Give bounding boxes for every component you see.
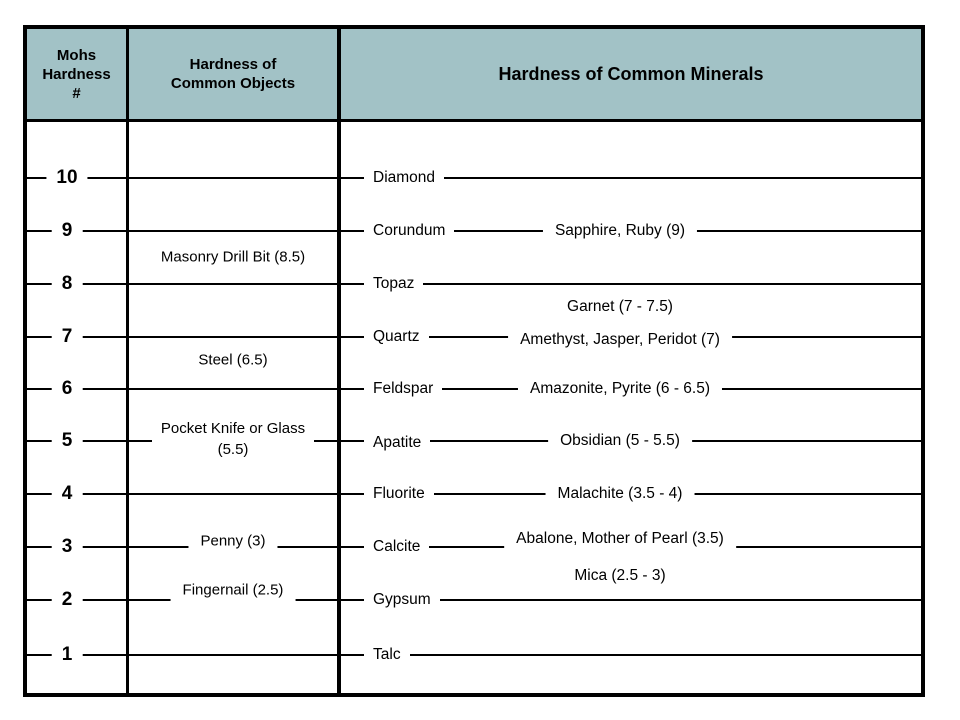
objects-line-8: [129, 283, 337, 285]
example-label-sapphire-ruby: Sapphire, Ruby (9): [542, 219, 698, 243]
header-common-objects-label: Hardness of Common Objects: [170, 56, 296, 92]
object-label-penny: Penny (3): [188, 529, 278, 553]
objects-line-1: [129, 654, 337, 656]
minerals-line-10: [341, 177, 921, 179]
mineral-label-feldspar: Feldspar: [364, 377, 443, 401]
scale-number-5: 5: [51, 429, 83, 453]
scale-number-9: 9: [51, 219, 83, 243]
object-label-pocket-knife: Pocket Knife or Glass (5.5): [152, 415, 314, 463]
mineral-label-gypsum: Gypsum: [364, 588, 440, 612]
object-label-masonry-drill-bit: Masonry Drill Bit (8.5): [148, 245, 318, 269]
minerals-line-1: [341, 654, 921, 656]
header-common-minerals-label: Hardness of Common Minerals: [498, 63, 764, 84]
example-label-abalone: Abalone, Mother of Pearl (3.5): [504, 527, 736, 551]
scale-number-10: 10: [46, 166, 88, 190]
scale-number-2: 2: [51, 588, 83, 612]
mineral-label-talc: Talc: [364, 643, 410, 667]
scale-number-3: 3: [51, 535, 83, 559]
example-label-malachite: Malachite (3.5 - 4): [545, 482, 695, 506]
minerals-line-8: [341, 283, 921, 285]
header-common-objects: Hardness of Common Objects: [129, 29, 337, 119]
example-label-garnet: Garnet (7 - 7.5): [555, 295, 685, 319]
mineral-label-calcite: Calcite: [364, 535, 430, 559]
objects-line-4: [129, 493, 337, 495]
table-frame: [23, 25, 925, 697]
object-label-steel: Steel (6.5): [186, 348, 280, 372]
example-label-amazonite-pyrite: Amazonite, Pyrite (6 - 6.5): [517, 377, 723, 401]
header-common-minerals: Hardness of Common Minerals: [341, 29, 921, 119]
column-divider-1: [126, 29, 129, 693]
mineral-label-corundum: Corundum: [364, 219, 455, 243]
header-mohs-hardness: Mohs Hardness #: [27, 29, 126, 119]
objects-line-9: [129, 230, 337, 232]
object-label-fingernail: Fingernail (2.5): [170, 578, 296, 602]
mineral-label-apatite: Apatite: [364, 431, 431, 455]
header-separator-line: [27, 119, 921, 122]
mineral-label-quartz: Quartz: [364, 325, 429, 349]
header-mohs-hardness-label: Mohs Hardness #: [42, 46, 111, 102]
example-label-mica: Mica (2.5 - 3): [562, 564, 678, 588]
header-background: [27, 29, 921, 119]
objects-line-6: [129, 388, 337, 390]
scale-number-4: 4: [51, 482, 83, 506]
scale-number-8: 8: [51, 272, 83, 296]
example-label-obsidian: Obsidian (5 - 5.5): [548, 429, 692, 453]
scale-number-7: 7: [51, 325, 83, 349]
example-label-amethyst-jasper: Amethyst, Jasper, Peridot (7): [508, 328, 732, 352]
scale-number-1: 1: [51, 643, 83, 667]
objects-line-7: [129, 336, 337, 338]
mineral-label-diamond: Diamond: [364, 166, 445, 190]
column-divider-2: [337, 29, 341, 693]
objects-line-10: [129, 177, 337, 179]
mineral-label-fluorite: Fluorite: [364, 482, 434, 506]
minerals-line-2: [341, 599, 921, 601]
mineral-label-topaz: Topaz: [364, 272, 424, 296]
scale-number-6: 6: [51, 377, 83, 401]
